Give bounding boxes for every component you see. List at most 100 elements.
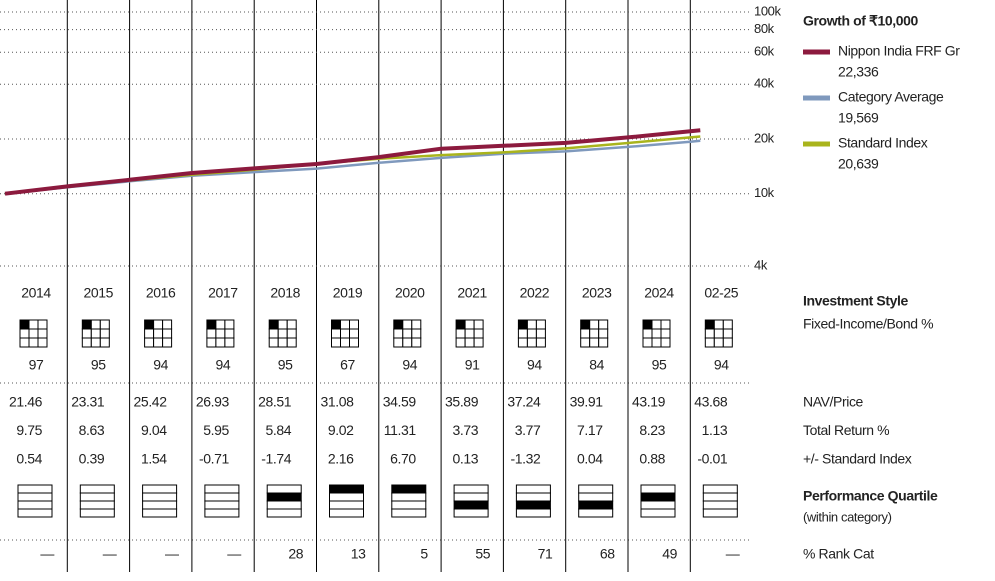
- style-box-cell: [224, 337, 235, 348]
- style-box-cell: [286, 319, 297, 330]
- rank-value: —: [103, 546, 117, 562]
- style-box-cell: [144, 328, 155, 339]
- quartile-cell: [391, 508, 427, 518]
- style-box-cell: [340, 319, 350, 330]
- row-value: -1.74: [261, 451, 292, 467]
- style-box-cell: [473, 319, 484, 330]
- row-value: 1.13: [702, 422, 728, 438]
- style-box-cell: [37, 337, 48, 348]
- quartile-cell: [391, 500, 427, 510]
- quartile-cell: [79, 492, 115, 502]
- row-label: +/- Standard Index: [803, 451, 912, 467]
- style-box-cell: [713, 337, 724, 348]
- style-box-cell: [144, 337, 155, 348]
- quartile-cell: [204, 500, 240, 510]
- quartile-cell: [142, 492, 178, 502]
- row-value: 3.77: [515, 422, 541, 438]
- y-tick-label: 80k: [754, 21, 775, 36]
- style-box-cell: [411, 319, 422, 330]
- style-box-cell: [517, 319, 528, 330]
- quartile-cell: [391, 492, 427, 502]
- row-value: 34.59: [383, 394, 417, 410]
- style-box-cell: [81, 337, 92, 348]
- y-tick-label: 20k: [754, 130, 775, 145]
- row-value: 0.13: [452, 451, 478, 467]
- style-box-cell: [28, 328, 39, 339]
- quartile-cell: [702, 492, 738, 502]
- style-value: 91: [465, 357, 480, 373]
- quartile-cell: [142, 484, 178, 494]
- quartile-cell: [515, 508, 551, 518]
- style-box-cell: [153, 337, 164, 348]
- legend-value: 22,336: [838, 64, 879, 80]
- rank-value: 5: [420, 546, 428, 562]
- quartile-cell: [79, 500, 115, 510]
- style-box-cell: [340, 328, 350, 339]
- style-value: 97: [29, 357, 44, 373]
- quartile-cell: [79, 508, 115, 518]
- style-box-cell: [704, 337, 715, 348]
- quartile-cell: [204, 492, 240, 502]
- row-value: 28.51: [258, 394, 292, 410]
- quartile-cell: [329, 508, 364, 518]
- style-box-cell: [215, 337, 226, 348]
- year-label: 2024: [644, 285, 674, 301]
- rank-value: 55: [475, 546, 490, 562]
- y-tick-label: 10k: [754, 185, 775, 200]
- row-value: 11.31: [384, 422, 417, 438]
- style-box-cell: [598, 337, 609, 348]
- style-value: 94: [153, 357, 168, 373]
- style-box-cell: [580, 328, 591, 339]
- rank-value: —: [165, 546, 179, 562]
- style-box-cell: [162, 337, 173, 348]
- style-box-cell: [526, 337, 537, 348]
- style-box-cell: [642, 328, 653, 339]
- style-box-cell: [144, 319, 155, 330]
- style-box-cell: [598, 319, 609, 330]
- year-label: 2021: [457, 285, 487, 301]
- style-box-cell: [642, 337, 653, 348]
- style-box-cell: [277, 328, 288, 339]
- row-value: 5.95: [203, 422, 229, 438]
- style-box-cell: [162, 319, 173, 330]
- year-label: 2015: [84, 285, 114, 301]
- year-label: 02-25: [704, 285, 738, 301]
- style-box-cell: [81, 328, 92, 339]
- year-label: 2019: [333, 285, 363, 301]
- quartile-mark: [578, 500, 614, 510]
- row-value: 0.39: [79, 451, 105, 467]
- chart-title: Growth of ₹10,000: [803, 13, 919, 29]
- style-value: 84: [589, 357, 604, 373]
- row-value: 8.63: [79, 422, 105, 438]
- quartile-mark: [391, 484, 427, 494]
- style-box-cell: [215, 319, 226, 330]
- row-value: 5.84: [266, 422, 292, 438]
- style-box-cell: [99, 328, 110, 339]
- legend-value: 19,569: [838, 110, 879, 126]
- year-label: 2014: [21, 285, 51, 301]
- rank-label: % Rank Cat: [803, 546, 874, 562]
- style-box-cell: [517, 328, 528, 339]
- style-box-cell: [598, 328, 609, 339]
- style-box-cell: [660, 328, 671, 339]
- style-value: 94: [527, 357, 542, 373]
- style-box-cell: [455, 328, 466, 339]
- row-value: 9.02: [328, 422, 354, 438]
- quartile-mark: [266, 492, 302, 502]
- style-box-cell: [90, 337, 101, 348]
- series-line: [4, 128, 701, 196]
- quartile-cell: [142, 500, 178, 510]
- style-box-cell: [206, 337, 217, 348]
- row-value: 1.54: [141, 451, 167, 467]
- legend-label: Nippon India FRF Gr: [838, 43, 960, 59]
- quartile-cell: [453, 492, 489, 502]
- style-box-cell: [268, 328, 279, 339]
- style-box-cell: [331, 319, 341, 330]
- row-value: 25.42: [134, 394, 168, 410]
- quartile-cell: [453, 508, 489, 518]
- style-box-cell: [580, 319, 591, 330]
- row-value: -0.01: [697, 451, 728, 467]
- style-box-cell: [81, 319, 92, 330]
- style-box-cell: [277, 337, 288, 348]
- style-box-cell: [455, 319, 466, 330]
